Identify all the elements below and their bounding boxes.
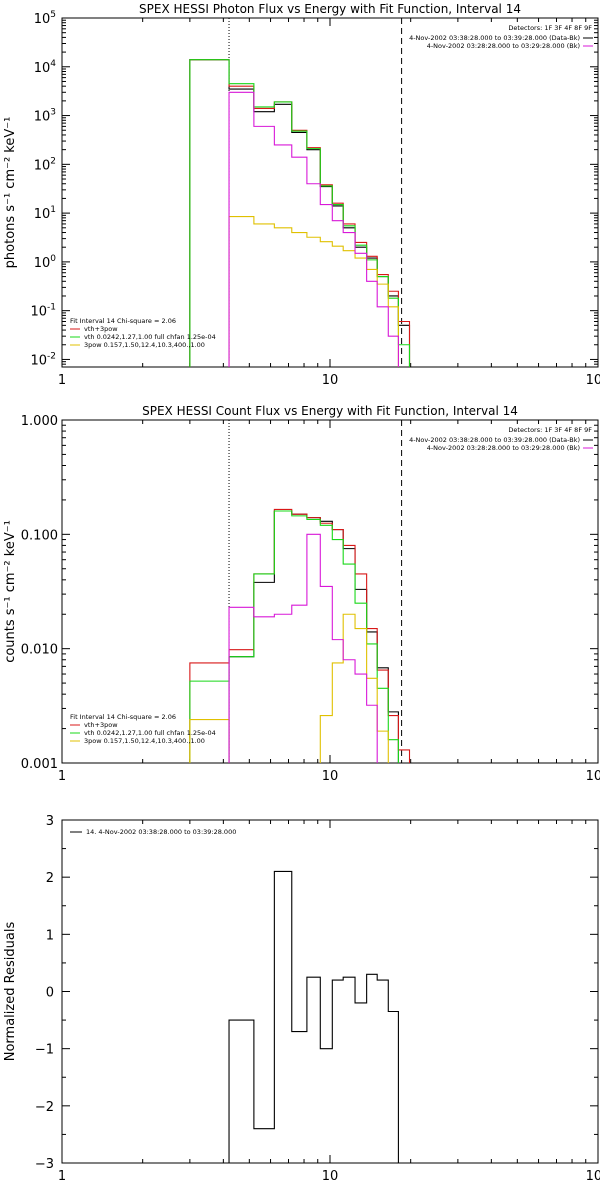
y-tick-label: 10-1: [30, 303, 56, 320]
fit-legend-label: vth 0.0242,1.27,1.00 full chfan 1.25e-04: [84, 333, 216, 341]
y-tick-exponent: 0: [50, 254, 56, 264]
series-line-5: [228, 533, 378, 763]
y-tick-exponent: 2: [50, 156, 56, 166]
x-tick-label: 100: [586, 769, 600, 784]
fit-info-header: Fit Interval 14 Chi-square = 2.06: [70, 713, 176, 721]
y-tick-label: 100: [34, 254, 57, 271]
y-axis-label: Normalized Residuals: [3, 922, 18, 1062]
y-tick-label: 0: [46, 986, 54, 1001]
y-tick-label: 105: [34, 10, 56, 27]
x-tick-label: 1: [58, 1169, 66, 1184]
y-tick-label: 2: [46, 871, 54, 886]
plot-frame: [61, 819, 599, 1164]
y-tick-exponent: 1: [50, 205, 56, 215]
time-range-label: 4-Nov-2002 03:28:28.000 to 03:29:28.000 …: [427, 42, 580, 50]
x-tick-label: 10: [322, 1169, 339, 1184]
time-range-label: 4-Nov-2002 03:28:28.000 to 03:29:28.000 …: [427, 444, 580, 452]
series-line-3: [189, 59, 411, 367]
y-tick-label: 104: [34, 59, 57, 76]
x-tick-label: 1: [58, 373, 66, 388]
time-range-label: 4-Nov-2002 03:38:28.000 to 03:39:28.000 …: [409, 436, 580, 444]
fit-legend-label: vth+3pow: [84, 721, 118, 729]
series-group: [228, 870, 399, 1163]
series-line-4: [228, 216, 399, 367]
detectors-label: Detectors: 1F 3F 4F 8F 9F: [508, 24, 592, 32]
fit-legend-label: 3pow 0.157,1.50,12.4,10.3,400.,1.00: [84, 341, 205, 349]
y-tick-label: 1: [46, 928, 54, 943]
x-tick-label: 10: [322, 373, 339, 388]
fit-legend-label: vth+3pow: [84, 325, 118, 333]
y-axis-label: photons s⁻¹ cm⁻² keV⁻¹: [3, 117, 18, 269]
time-range-label: 4-Nov-2002 03:38:28.000 to 03:39:28.000 …: [409, 34, 580, 42]
y-tick-label: −1: [35, 1043, 54, 1058]
plot-frame: [61, 17, 599, 368]
series-line-1: [228, 510, 399, 763]
y-tick-exponent: 4: [50, 59, 56, 69]
fit-legend-label: 3pow 0.157,1.50,12.4,10.3,400.,1.00: [84, 737, 205, 745]
x-tick-label: 10: [322, 769, 339, 784]
y-tick-exponent: -1: [47, 303, 56, 313]
y-tick-label: 0.100: [21, 528, 58, 543]
y-tick-exponent: -2: [47, 351, 56, 361]
chart-panel-3: 1 10 100 −3 −2 −1 0 1 2 3 Normalized Residuals 14. …: [3, 814, 600, 1184]
x-tick-label: 100: [586, 373, 600, 388]
fit-info-header: Fit Interval 14 Chi-square = 2.06: [70, 317, 176, 325]
y-tick-label: 103: [34, 108, 56, 125]
fit-legend-label: vth 0.0242,1.27,1.00 full chfan 1.25e-04: [84, 729, 216, 737]
y-tick-label: 0.010: [21, 643, 58, 658]
x-tick-label: 1: [58, 769, 66, 784]
chart-title: SPEX HESSI Count Flux vs Energy with Fit…: [142, 404, 518, 418]
y-tick-label: 1.000: [21, 414, 58, 429]
series-group: [189, 59, 411, 367]
detectors-label: Detectors: 1F 3F 4F 8F 9F: [508, 426, 592, 434]
y-tick-label: 10-2: [30, 351, 56, 368]
series-line-1: [189, 59, 411, 367]
series-line-3: [189, 510, 399, 763]
y-tick-exponent: 3: [50, 108, 56, 118]
series-line-4: [189, 613, 389, 763]
plot-frame: [61, 419, 599, 764]
y-tick-label: 101: [34, 205, 56, 222]
chart-panel-1: SPEX HESSI Photon Flux vs Energy with Fi…: [3, 2, 600, 388]
series-line-1: [228, 870, 399, 1163]
x-tick-label: 100: [586, 1169, 600, 1184]
y-tick-label: −2: [35, 1100, 54, 1115]
residual-legend-label: 14. 4-Nov-2002 03:38:28.000 to 03:39:28.…: [86, 828, 236, 836]
y-tick-label: 0.001: [21, 757, 58, 772]
series-line-2: [189, 508, 411, 763]
series-group: [189, 508, 411, 763]
y-tick-exponent: 5: [50, 10, 56, 20]
y-tick-label: −3: [35, 1157, 54, 1172]
series-line-2: [189, 59, 411, 367]
y-axis-label: counts s⁻¹ cm⁻² keV⁻¹: [3, 520, 18, 663]
y-tick-label: 3: [46, 814, 54, 829]
y-tick-label: 102: [34, 156, 56, 173]
series-line-5: [228, 91, 399, 367]
chart-panel-2: SPEX HESSI Count Flux vs Energy with Fit…: [3, 404, 600, 784]
chart-title: SPEX HESSI Photon Flux vs Energy with Fi…: [139, 2, 521, 16]
